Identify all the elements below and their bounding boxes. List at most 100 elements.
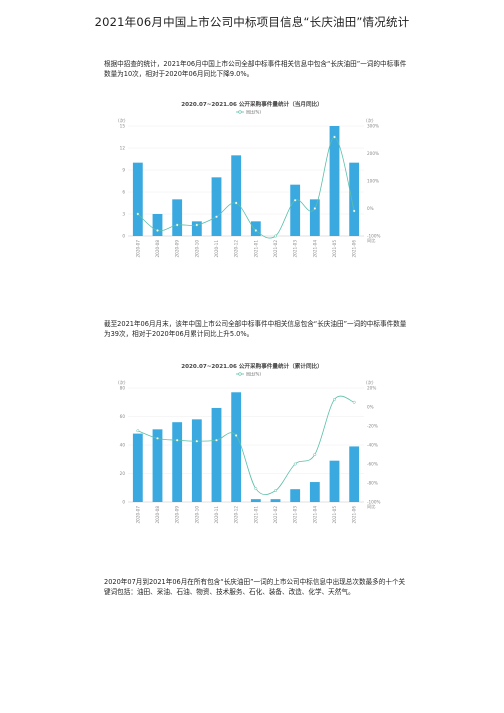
bar-2021-04 [309, 199, 320, 236]
x-tick-label: 2021-01 [253, 506, 258, 524]
bar-2021-04 [309, 482, 320, 502]
line-point-2020-10 [195, 439, 199, 443]
y-tick-label: 3 [122, 212, 125, 217]
line-point-2021-06 [352, 400, 356, 404]
bar-2021-02 [270, 499, 281, 502]
x-tick-label: 2020-08 [155, 240, 160, 258]
x-tick-label: 2021-02 [273, 506, 278, 524]
x-tick-label: 2021-03 [293, 240, 298, 258]
x-tick-label: 2021-06 [352, 506, 357, 524]
y2-tick-label: -100% [367, 234, 381, 239]
bar-2020-11 [211, 407, 222, 502]
y-tick-label: 80 [120, 386, 126, 391]
paragraph-cumulative: 截至2021年06月月末，该年中国上市公司全部中标事件中相关信息包含“长庆油田”… [104, 320, 407, 338]
line-point-2020-07 [136, 212, 140, 216]
y-tick-label: 9 [122, 168, 125, 173]
line-point-2020-08 [156, 436, 159, 440]
y-tick-label: 20 [120, 471, 126, 476]
line-point-2021-05 [333, 397, 336, 401]
bar-2020-09 [172, 422, 183, 502]
bar-2020-09 [172, 199, 183, 236]
y-axis-unit-left: (次) [118, 379, 126, 386]
line-point-2021-02 [274, 489, 277, 493]
y2-tick-label: 20% [367, 386, 376, 391]
x-tick-label: 2020-10 [194, 506, 199, 524]
paragraph-monthly: 根据中招查的统计，2021年06月中国上市公司全部中标事件相关信息中包含“长庆油… [104, 60, 407, 78]
y-tick-label: 0 [122, 234, 125, 239]
y2-tick-label: -60% [367, 462, 378, 467]
document-title: 2021年06月中国上市公司中标项目信息“长庆油田”情况统计 [94, 15, 410, 29]
y-tick-label: 0 [122, 500, 125, 505]
x-tick-label: 2020-07 [135, 506, 140, 524]
trend-line [137, 136, 355, 239]
x-tick-label: 2021-01 [253, 240, 258, 258]
y2-tick-label: -40% [367, 443, 378, 448]
legend-marker-icon [238, 110, 242, 114]
line-point-2021-01 [254, 229, 258, 232]
line-point-2020-09 [175, 223, 179, 227]
line-point-2021-03 [293, 462, 297, 466]
legend-marker-icon [238, 372, 242, 376]
line-point-2021-02 [274, 234, 277, 238]
y2-tick-label: -80% [367, 481, 378, 486]
y-axis-unit-right: (次) [366, 117, 374, 124]
line-point-2020-11 [215, 215, 218, 219]
bar-2020-12 [231, 392, 242, 502]
trend-line [137, 395, 355, 496]
x-tick-label: 2021-04 [312, 240, 317, 258]
bottom-right-label: 同比 [367, 503, 375, 510]
line-point-2020-09 [175, 438, 179, 442]
bar-2020-10 [191, 221, 202, 236]
line-point-2021-04 [313, 207, 317, 210]
x-tick-label: 2020-08 [155, 506, 160, 524]
bar-2021-03 [290, 184, 301, 236]
y2-tick-label: -100% [367, 500, 381, 505]
bar-2021-05 [329, 460, 340, 502]
y2-tick-label: 0% [367, 206, 374, 211]
line-point-2020-12 [234, 201, 238, 205]
x-tick-label: 2021-02 [273, 240, 278, 258]
line-point-2021-05 [333, 135, 336, 139]
bar-2021-01 [250, 221, 261, 236]
y-tick-label: 15 [120, 124, 126, 129]
y2-tick-label: 0% [367, 405, 374, 410]
x-tick-label: 2020-09 [175, 240, 180, 258]
x-tick-label: 2021-04 [312, 506, 317, 524]
x-tick-label: 2021-05 [332, 506, 337, 524]
y2-tick-label: -20% [367, 424, 378, 429]
x-tick-label: 2021-05 [332, 240, 337, 258]
line-point-2021-03 [293, 198, 297, 202]
bar-2021-06 [349, 446, 360, 502]
bar-2021-05 [329, 126, 340, 236]
y-tick-label: 6 [122, 190, 125, 195]
cumulative-bar-chart: 2020.07~2021.06 公开采购事件量统计（累计同比）同比(%) (次) (… [118, 362, 381, 524]
y2-tick-label: 300% [367, 124, 379, 129]
monthly-bar-chart: 2020.07~2021.06 公开采购事件量统计（当月同比）同比(%) (次) (… [118, 100, 381, 258]
y-tick-label: 60 [120, 414, 126, 419]
paragraph-keywords: 2020年07月到2021年06月在所有包含“长庆油田”一词的上市公司中标信息中… [104, 578, 406, 596]
y-axis-unit-right: (次) [366, 379, 374, 386]
chart-title: 2020.07~2021.06 公开采购事件量统计（当月同比） [181, 100, 323, 108]
bar-2021-06 [349, 162, 360, 236]
x-tick-label: 2020-07 [135, 240, 140, 258]
bar-2020-07 [132, 162, 143, 236]
chart-monthly: 2020.07~2021.06 公开采购事件量统计（当月同比） 同比(%) (次) (… [112, 96, 392, 276]
chart-cumulative: 2020.07~2021.06 公开采购事件量统计（累计同比） 同比(%) (次) (… [112, 358, 392, 542]
y2-tick-label: 100% [367, 179, 379, 184]
bar-2020-07 [132, 433, 143, 502]
y-tick-label: 12 [120, 146, 126, 151]
bar-2020-08 [152, 214, 163, 236]
x-tick-label: 2020-09 [175, 506, 180, 524]
line-point-2021-01 [254, 487, 258, 491]
y-tick-label: 40 [120, 443, 126, 448]
x-tick-label: 2020-12 [234, 240, 239, 258]
x-tick-label: 2021-06 [352, 240, 357, 258]
line-point-2020-08 [156, 229, 159, 232]
x-tick-label: 2020-12 [234, 506, 239, 524]
line-point-2020-10 [195, 223, 199, 227]
bar-2021-01 [250, 499, 261, 502]
bottom-right-label: 同比 [367, 237, 375, 244]
line-point-2020-07 [136, 429, 140, 433]
x-tick-label: 2021-03 [293, 506, 298, 524]
bar-2020-10 [191, 419, 202, 502]
